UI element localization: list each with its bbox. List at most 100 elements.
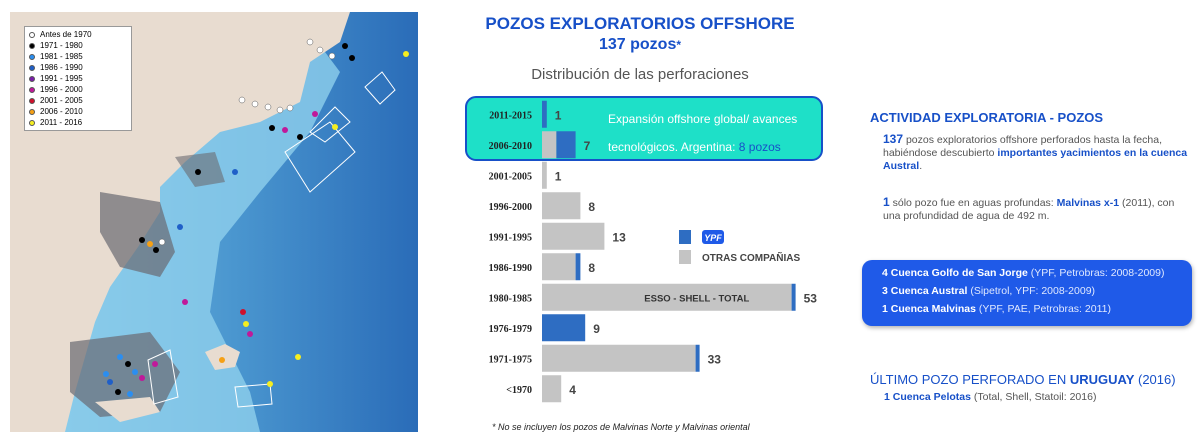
- uruguay-country: URUGUAY: [1069, 372, 1135, 387]
- bar-total-label: 8: [588, 200, 595, 214]
- legend-item: 1981 - 1985: [29, 51, 127, 62]
- map-legend: Antes de 1970 1971 - 1980 1981 - 1985 19…: [24, 26, 132, 131]
- category-label: 1971-1975: [489, 354, 532, 365]
- legend-marker: [29, 64, 35, 71]
- bar-otras-companias: [542, 344, 696, 372]
- basin-detail: (YPF, Petrobras: 2008-2009): [1027, 267, 1165, 279]
- legend-label: 1996 - 2000: [40, 85, 83, 94]
- category-label: 1980-1985: [489, 293, 532, 304]
- bar-total-label: 1: [555, 108, 562, 122]
- bar-annotation: ESSO - SHELL - TOTAL: [644, 293, 749, 304]
- category-label: 1996-2000: [489, 202, 532, 213]
- highlight-value: 8 pozos: [739, 140, 781, 154]
- basin-name: Cuenca Golfo de San Jorge: [890, 267, 1028, 279]
- legend-label: 1991 - 1995: [40, 74, 83, 83]
- legend-marker: [29, 97, 35, 104]
- basin-line: 3 Cuenca Austral (Sipetrol, YPF: 2008-20…: [882, 285, 1095, 297]
- bar-total-label: 7: [584, 139, 591, 153]
- legend-marker: [29, 53, 35, 60]
- legend-item: 1971 - 1980: [29, 40, 127, 51]
- legend-label: 1981 - 1985: [40, 52, 83, 61]
- uruguay-count: 1: [884, 391, 890, 403]
- deepwater-well-name: Malvinas x-1: [1056, 197, 1120, 209]
- bar-otras-companias: [542, 161, 547, 189]
- deepwater-text: sólo pozo fue en aguas profundas:: [889, 197, 1057, 209]
- legend-item: Antes de 1970: [29, 29, 127, 40]
- summary-text: pozos exploratorios offshore perforados …: [883, 134, 1162, 159]
- legend-label: 2006 - 2010: [40, 107, 83, 116]
- basin-detail: (YPF, PAE, Petrobras: 2011): [975, 303, 1111, 315]
- legend-marker: [29, 31, 35, 38]
- bar-total-label: 9: [593, 322, 600, 336]
- legend-marker: [29, 108, 35, 115]
- basin-count: 4: [882, 267, 888, 279]
- basin-colorado: [175, 152, 225, 187]
- uruguay-detail-line: 1 Cuenca Pelotas (Total, Shell, Statoil:…: [884, 391, 1096, 403]
- well-dots: [103, 38, 409, 397]
- category-label: <1970: [506, 385, 532, 396]
- basin-count: 1: [882, 303, 888, 315]
- category-label: 2006-2010: [489, 141, 532, 152]
- legend-swatch-ypf: [679, 230, 691, 244]
- basins-summary-box: 4 Cuenca Golfo de San Jorge (YPF, Petrob…: [862, 260, 1192, 326]
- bar-ypf: [791, 283, 796, 311]
- bar-total-label: 8: [588, 261, 595, 275]
- legend-label: Antes de 1970: [40, 30, 92, 39]
- legend-marker: [29, 42, 35, 49]
- chart-footnote: * No se incluyen los pozos de Malvinas N…: [492, 422, 750, 432]
- bar-otras-companias: [542, 375, 562, 403]
- bar-ypf: [575, 253, 581, 281]
- basin-count: 3: [882, 285, 888, 297]
- drilling-distribution-chart: 2011-2015 1 2006-2010 7 2001-2005 1 1996-2000 8…: [465, 96, 823, 403]
- deepwater-paragraph: 1 sólo pozo fue en aguas profundas: Malv…: [883, 196, 1193, 223]
- legend-item: 1991 - 1995: [29, 73, 127, 84]
- uruguay-heading: ÚLTIMO POZO PERFORADO EN URUGUAY (2016): [870, 372, 1176, 387]
- legend-label: 1971 - 1980: [40, 41, 83, 50]
- bar-ypf: [542, 100, 547, 128]
- legend-item: 2011 - 2016: [29, 117, 127, 128]
- summary-highlight: importantes yacimientos en la cuenca Aus…: [883, 147, 1188, 172]
- chart-subtitle: Distribución de las perforaciones: [531, 66, 749, 83]
- category-label: 1976-1979: [489, 324, 532, 335]
- deepwater-end: (2011), con una profundidad de agua de 4…: [883, 197, 1175, 222]
- bar-total-label: 33: [708, 352, 722, 366]
- wells-summary-paragraph: 137 pozos exploratorios offshore perfora…: [883, 133, 1188, 173]
- basin-detail: (Sipetrol, YPF: 2008-2009): [967, 285, 1096, 297]
- basin-line: 1 Cuenca Malvinas (YPF, PAE, Petrobras: …: [882, 303, 1111, 315]
- basin-name: Cuenca Austral: [890, 285, 968, 297]
- bar-total-label: 1: [555, 169, 562, 183]
- uruguay-basin: Cuenca Pelotas: [892, 391, 971, 403]
- bar-otras-companias: [542, 283, 792, 311]
- bar-total-label: 4: [569, 383, 576, 397]
- legend-label-otras: OTRAS COMPAÑIAS: [702, 251, 800, 264]
- tierra-del-fuego: [95, 397, 160, 422]
- footnote-marker: *: [676, 38, 682, 52]
- legend-swatch-otras: [679, 250, 691, 264]
- well-location-map: Antes de 1970 1971 - 1980 1981 - 1985 19…: [10, 12, 418, 432]
- legend-marker: [29, 75, 35, 82]
- deepwater-count: 1: [883, 195, 890, 209]
- highlight-text-line1: Expansión offshore global/ avances: [608, 112, 797, 126]
- summary-count: 137: [883, 132, 904, 146]
- bar-ypf: [695, 344, 700, 372]
- legend-marker: [29, 86, 35, 93]
- summary-end: .: [919, 160, 923, 172]
- legend-item: 2006 - 2010: [29, 106, 127, 117]
- legend-label: 1986 - 1990: [40, 63, 83, 72]
- bar-total-label: 13: [612, 230, 626, 244]
- category-label: 2001-2005: [489, 171, 532, 182]
- well-count-title: 137 pozos*: [440, 36, 840, 54]
- basin-line: 4 Cuenca Golfo de San Jorge (YPF, Petrob…: [882, 267, 1164, 279]
- uruguay-prefix: ÚLTIMO POZO PERFORADO EN: [870, 372, 1070, 387]
- bar-total-label: 53: [804, 291, 818, 305]
- well-count-text: 137 pozos: [598, 36, 677, 53]
- uruguay-suffix: (2016): [1134, 372, 1176, 387]
- exploration-activity-title: ACTIVIDAD EXPLORATORIA - POZOS: [870, 110, 1104, 125]
- legend-label: 2011 - 2016: [40, 118, 83, 127]
- offshore-blocks: [147, 71, 396, 408]
- bar-ypf: [556, 131, 576, 159]
- legend-item: 2001 - 2005: [29, 95, 127, 106]
- legend-label: 2001 - 2005: [40, 96, 83, 105]
- bar-ypf: [542, 314, 586, 342]
- legend-marker: [29, 119, 35, 126]
